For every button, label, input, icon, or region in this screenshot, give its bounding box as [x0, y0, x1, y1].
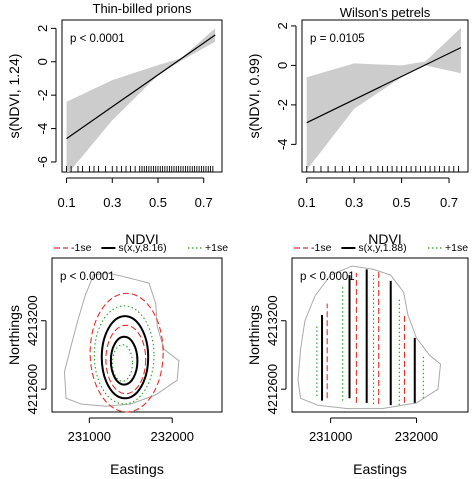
panel-4-legend-label-0: -1se: [311, 242, 332, 254]
panel-2-x-tick-label-2: 0.5: [393, 195, 411, 210]
panel-2-x-tick-label-1: 0.3: [345, 195, 363, 210]
panel-1-x-tick-label-0: 0.1: [58, 195, 76, 210]
panel-1-y-tick-label-1: -4: [35, 123, 50, 135]
panel-3-contour-solid-0: [100, 315, 150, 400]
panel-3-legend-label-2: +1se: [205, 242, 228, 254]
panel-2-x-tick-label-0: 0.1: [298, 195, 316, 210]
panel-4-y-tick-label-0: 4212600: [265, 364, 280, 415]
panel-3-contour-dotted-4: [93, 305, 155, 405]
panel-3-contour-solid-1: [109, 335, 139, 386]
panel-1-x-tick-label-2: 0.5: [149, 195, 167, 210]
panel-2-x-tick-label-3: 0.7: [440, 195, 458, 210]
panel-1-y-tick-label-0: -6: [35, 156, 50, 168]
panel-3-contour-dashed-2: [89, 292, 164, 413]
panel-2-annotation: p = 0.0105: [310, 33, 365, 45]
panel-1-y-tick-label-3: 0: [35, 58, 50, 65]
panel-2-fit-line: [306, 47, 462, 124]
panel-4-x-label: Eastings: [353, 461, 407, 477]
panel-1-x-tick-label-3: 0.7: [195, 195, 213, 210]
panel-3-y-label: Northings: [6, 305, 22, 365]
panel-3-x-tick-label-1: 232000: [151, 429, 194, 444]
panel-3-y-tick-label-0: 4212600: [25, 364, 40, 415]
panel-3-plot-frame: [51, 257, 223, 413]
panel-3-contour-dashed-3: [105, 324, 147, 395]
panel-1-confidence-band: [66, 28, 216, 172]
panel-2-y-label: s(NDVI, 0.99): [246, 54, 262, 139]
panel-1-y-tick-label-4: 2: [35, 25, 50, 32]
panel-3-legend-label-0: -1se: [71, 242, 92, 254]
panel-2-confidence-band: [306, 27, 461, 171]
panel-4-colony-outline: [297, 265, 442, 410]
panel-2-y-tick-label-0: -4: [275, 139, 290, 151]
panel-1-fit-line: [66, 34, 216, 140]
panel-3-legend-label-1: s(x,y,8.16): [118, 242, 166, 254]
panel-1-x-tick-label-1: 0.3: [103, 195, 121, 210]
panel-4-annotation: p < 0.0001: [300, 271, 355, 283]
panel-4-x-tick-label-1: 232000: [395, 429, 438, 444]
panel-1-title: Thin-billed prions: [93, 1, 192, 16]
panel-2-y-tick-label-1: -2: [275, 99, 290, 111]
panel-2-x-label: NDVI: [368, 231, 401, 247]
panel-3-contour-dotted-5: [111, 344, 133, 382]
panel-3-annotation: p < 0.0001: [60, 271, 115, 283]
panel-4-y-label: Northings: [246, 305, 262, 365]
panel-4-x-tick-label-0: 231000: [309, 429, 352, 444]
panel-2-y-tick-label-3: 2: [275, 22, 290, 29]
panel-3-x-tick-label-0: 231000: [68, 429, 111, 444]
panel-2-y-tick-label-2: 0: [275, 62, 290, 69]
panel-1-x-label: NDVI: [125, 231, 158, 247]
panel-1-annotation: p < 0.0001: [70, 33, 125, 45]
panel-3-x-label: Eastings: [110, 461, 164, 477]
panel-4-legend-label-1: s(x,y,1.88): [358, 242, 406, 254]
panel-4-legend-label-2: +1se: [445, 242, 468, 254]
panel-4-y-tick-label-1: 4213200: [265, 295, 280, 346]
panel-2-title: Wilson's petrels: [340, 5, 431, 20]
panel-1-y-tick-label-2: -2: [35, 89, 50, 101]
panel-3-colony-outline: [63, 272, 180, 407]
panel-1-y-label: s(NDVI, 1.24): [6, 54, 22, 139]
panel-3-y-tick-label-1: 4213200: [25, 295, 40, 346]
